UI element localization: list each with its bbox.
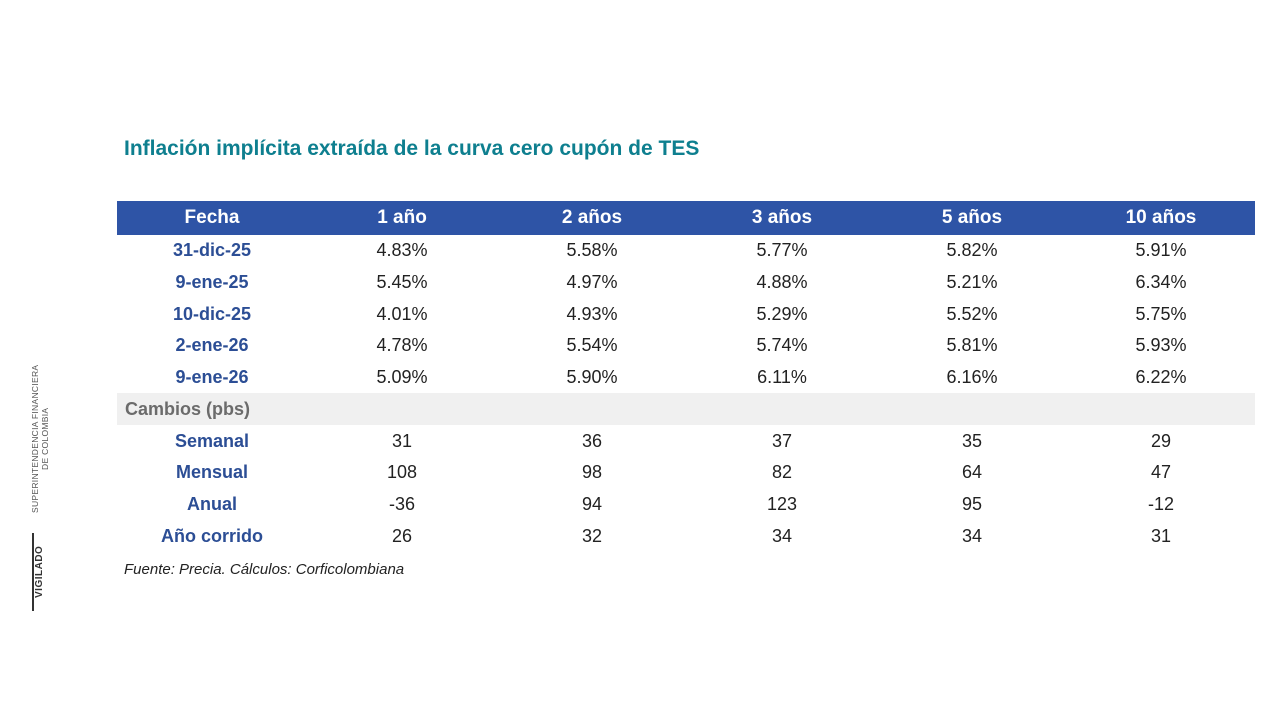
table-cell: 108 [386, 462, 418, 483]
table-row: 10-dic-25 4.01% 4.93% 5.29% 5.52% 5.75% [117, 298, 1255, 330]
source-note: Fuente: Precia. Cálculos: Corficolombian… [124, 561, 405, 578]
row-date-label: 2-ene-26 [175, 335, 249, 356]
table-row: Año corrido 26 32 34 34 31 [117, 521, 1255, 553]
table-cell: 6.34% [1135, 272, 1187, 293]
table-cell: 5.82% [946, 240, 998, 261]
table-header-row: Fecha 1 año 2 años 3 años 5 años 10 años [117, 201, 1255, 235]
table-cell: 6.16% [946, 367, 998, 388]
table-cell: 32 [581, 525, 603, 546]
table-cell: 34 [771, 525, 793, 546]
header-fecha: Fecha [184, 207, 240, 228]
superintendencia-line1: SUPERINTENDENCIA FINANCIERA [30, 364, 40, 514]
table-cell: 37 [771, 430, 793, 451]
table-cell: 5.91% [1135, 240, 1187, 261]
table-cell: 4.88% [756, 272, 808, 293]
table-cell: 6.11% [757, 367, 807, 388]
table-cell: 5.45% [376, 272, 428, 293]
header-1-ano: 1 año [377, 207, 427, 228]
row-date-label: 9-ene-26 [175, 367, 249, 388]
table-cell: 31 [1150, 525, 1172, 546]
table-cell: 36 [581, 430, 603, 451]
row-date-label: 9-ene-25 [175, 272, 249, 293]
table-cell: -12 [1147, 494, 1174, 515]
table-row: Anual -36 94 123 95 -12 [117, 489, 1255, 521]
row-date-label: 31-dic-25 [172, 240, 252, 261]
table-cell: 5.90% [566, 367, 618, 388]
table-cell: 34 [961, 525, 983, 546]
table-row: Mensual 108 98 82 64 47 [117, 457, 1255, 489]
superintendencia-line2: DE COLOMBIA [40, 407, 50, 471]
table-cell: 4.83% [376, 240, 428, 261]
table-cell: 4.78% [376, 335, 428, 356]
header-10-anos: 10 años [1125, 207, 1197, 228]
superintendencia-label: SUPERINTENDENCIA FINANCIERA DE COLOMBIA [30, 355, 56, 523]
inflation-table: Fecha 1 año 2 años 3 años 5 años 10 años… [117, 201, 1255, 552]
table-cell: -36 [388, 494, 415, 515]
table-cell: 5.81% [946, 335, 998, 356]
table-cell: 123 [766, 494, 798, 515]
table-row: 2-ene-26 4.78% 5.54% 5.74% 5.81% 5.93% [117, 330, 1255, 362]
table-cell: 26 [391, 525, 413, 546]
table-cell: 47 [1150, 462, 1172, 483]
table-cell: 98 [581, 462, 603, 483]
table-cell: 82 [771, 462, 793, 483]
row-change-label: Año corrido [161, 525, 263, 546]
table-cell: 4.93% [566, 303, 618, 324]
table-cell: 35 [961, 430, 983, 451]
table-cell: 5.21% [946, 272, 998, 293]
table-cell: 5.58% [566, 240, 618, 261]
row-date-label: 10-dic-25 [172, 303, 252, 324]
row-change-label: Semanal [174, 430, 250, 451]
table-cell: 5.77% [756, 240, 808, 261]
section-label: Cambios (pbs) [125, 398, 251, 419]
table-cell: 94 [581, 494, 603, 515]
table-cell: 5.29% [756, 303, 808, 324]
table-row: 31-dic-25 4.83% 5.58% 5.77% 5.82% 5.91% [117, 235, 1255, 267]
page-title: Inflación implícita extraída de la curva… [124, 137, 700, 160]
table-cell: 4.97% [566, 272, 618, 293]
table-cell: 5.09% [376, 367, 428, 388]
table-cell: 95 [961, 494, 983, 515]
section-row-cambios: Cambios (pbs) [117, 393, 1255, 426]
table-row: 9-ene-25 5.45% 4.97% 4.88% 5.21% 6.34% [117, 267, 1255, 299]
row-change-label: Anual [186, 494, 237, 515]
vigilado-watermark: SUPERINTENDENCIA FINANCIERA DE COLOMBIA … [30, 355, 56, 615]
table-cell: 31 [391, 430, 413, 451]
table-cell: 5.54% [566, 335, 618, 356]
vigilado-label: VIGILADO [32, 533, 56, 611]
table-cell: 5.74% [756, 335, 808, 356]
table-cell: 6.22% [1135, 367, 1187, 388]
table-cell: 4.01% [376, 303, 428, 324]
table-cell: 5.75% [1135, 303, 1187, 324]
table-cell: 5.93% [1135, 335, 1187, 356]
table-cell: 64 [961, 462, 983, 483]
header-3-anos: 3 años [751, 207, 813, 228]
header-5-anos: 5 años [941, 207, 1003, 228]
header-2-anos: 2 años [561, 207, 623, 228]
table-row: 9-ene-26 5.09% 5.90% 6.11% 6.16% 6.22% [117, 362, 1255, 394]
row-change-label: Mensual [175, 462, 249, 483]
table-cell: 29 [1150, 430, 1172, 451]
table-cell: 5.52% [946, 303, 998, 324]
table-row: Semanal 31 36 37 35 29 [117, 425, 1255, 457]
